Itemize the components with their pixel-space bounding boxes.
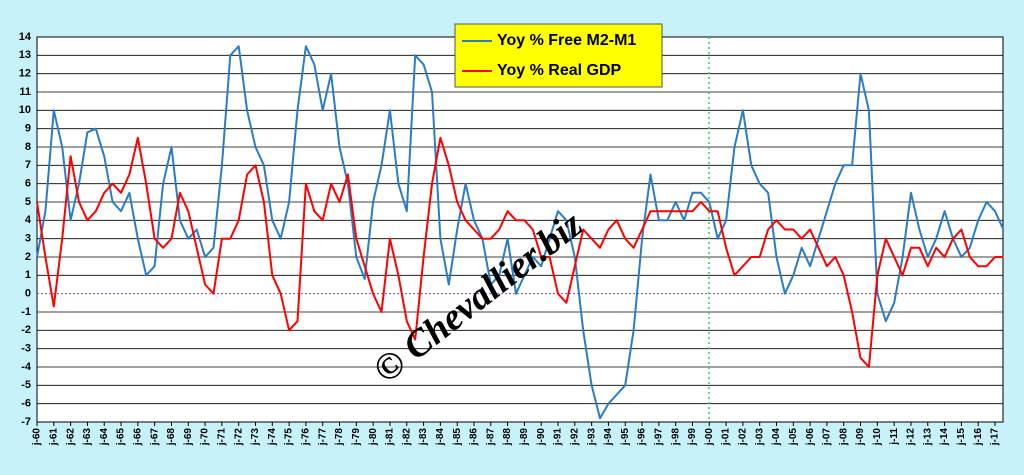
x-tick-label: j-81: [385, 428, 396, 447]
y-tick-label: 11: [19, 86, 31, 98]
x-tick-label: j-15: [956, 428, 967, 447]
y-tick-label: 12: [19, 68, 31, 80]
y-tick-label: 3: [25, 233, 31, 245]
x-tick-label: j-79: [351, 428, 362, 447]
y-tick-label: -1: [21, 306, 31, 318]
x-tick-label: j-08: [838, 428, 849, 447]
x-tick-label: j-82: [401, 428, 412, 447]
y-tick-label: 2: [25, 251, 31, 263]
x-tick-label: j-87: [485, 428, 496, 447]
y-tick-label: 1: [25, 269, 31, 281]
y-tick-label: 9: [25, 123, 31, 135]
x-tick-label: j-07: [822, 428, 833, 447]
x-tick-label: j-12: [906, 428, 917, 447]
x-tick-label: j-16: [973, 428, 984, 447]
x-tick-label: j-92: [569, 428, 580, 447]
x-tick-label: j-97: [654, 428, 665, 447]
series-line: [36, 45, 1005, 420]
x-tick-label: j-17: [990, 428, 1001, 447]
x-tick-label: j-72: [233, 428, 244, 447]
y-tick-label: -3: [21, 343, 31, 355]
y-tick-label: 8: [25, 141, 31, 153]
y-tick-label: 5: [25, 196, 31, 208]
y-tick-label: -2: [21, 324, 31, 336]
x-tick-label: j-64: [99, 428, 110, 447]
x-tick-label: j-06: [805, 428, 816, 447]
x-tick-label: j-83: [418, 428, 429, 447]
x-tick-label: j-86: [469, 428, 480, 447]
x-tick-label: j-93: [586, 428, 597, 447]
x-tick-label: j-66: [132, 428, 143, 447]
x-tick-label: j-77: [317, 428, 328, 447]
y-tick-label: 14: [19, 31, 32, 43]
legend-label: Yoy % Free M2-M1: [497, 32, 636, 49]
x-tick-label: j-91: [553, 428, 564, 447]
legend-label: Yoy % Real GDP: [497, 62, 622, 79]
x-tick-label: j-60: [32, 428, 43, 447]
x-tick-label: j-90: [536, 428, 547, 447]
y-tick-label: 0: [25, 288, 31, 300]
x-tick-label: j-95: [620, 428, 631, 447]
x-tick-label: j-14: [939, 428, 950, 447]
x-tick-label: j-89: [519, 428, 530, 447]
x-tick-label: j-01: [721, 428, 732, 447]
y-tick-label: 13: [19, 49, 31, 61]
y-tick-label: 7: [25, 159, 31, 171]
x-tick-label: j-73: [250, 428, 261, 447]
x-tick-label: j-04: [771, 428, 782, 447]
x-tick-label: j-69: [183, 428, 194, 447]
y-tick-label: -5: [21, 379, 31, 391]
x-tick-label: j-70: [200, 428, 211, 447]
x-tick-label: j-63: [82, 428, 93, 447]
x-tick-label: j-85: [452, 428, 463, 447]
y-tick-label: -4: [21, 361, 32, 373]
x-tick-label: j-00: [704, 428, 715, 447]
y-tick-label: 6: [25, 178, 31, 190]
x-tick-label: j-09: [855, 428, 866, 447]
x-tick-label: j-88: [502, 428, 513, 447]
x-tick-label: j-99: [687, 428, 698, 447]
x-tick-label: j-61: [48, 428, 59, 447]
x-tick-label: j-71: [217, 428, 228, 447]
x-tick-label: j-03: [754, 428, 765, 447]
x-tick-label: j-62: [65, 428, 76, 447]
y-tick-label: 10: [19, 104, 31, 116]
x-tick-label: j-84: [435, 428, 446, 447]
plot-area: [36, 36, 1004, 423]
x-tick-label: j-75: [284, 428, 295, 447]
legend-box: [454, 23, 663, 88]
y-tick-label: -6: [21, 398, 31, 410]
y-tick-label: 4: [25, 214, 32, 226]
x-tick-label: j-96: [637, 428, 648, 447]
x-tick-label: j-02: [738, 428, 749, 447]
x-tick-label: j-65: [116, 428, 127, 447]
x-tick-label: j-94: [603, 428, 614, 447]
x-tick-label: j-98: [670, 428, 681, 447]
x-tick-label: j-68: [166, 428, 177, 447]
x-tick-label: j-74: [267, 428, 278, 447]
x-tick-label: j-67: [149, 428, 160, 447]
y-tick-label: -7: [21, 416, 31, 428]
x-tick-label: j-13: [922, 428, 933, 447]
series-line: [36, 136, 1004, 368]
x-tick-label: j-11: [889, 428, 900, 446]
x-tick-label: j-05: [788, 428, 799, 447]
x-tick-label: j-80: [368, 428, 379, 447]
x-tick-label: j-78: [334, 428, 345, 447]
x-tick-label: j-10: [872, 428, 883, 447]
x-tick-label: j-76: [301, 428, 312, 447]
